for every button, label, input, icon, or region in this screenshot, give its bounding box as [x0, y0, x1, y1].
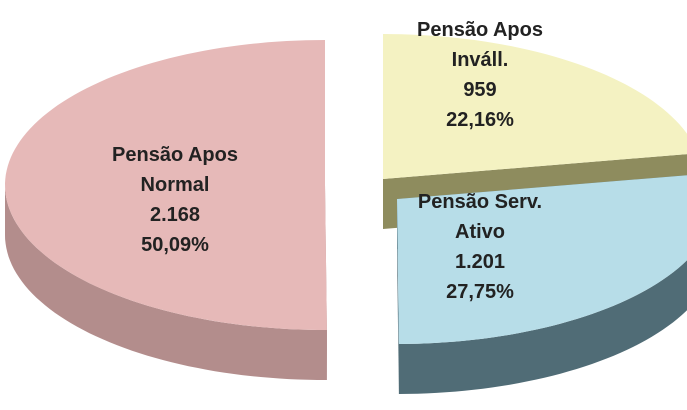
- value-label: 959: [463, 79, 497, 101]
- slice-side: [5, 185, 327, 380]
- value-label: 1.201: [454, 251, 506, 273]
- slice: [397, 175, 687, 344]
- slice-label: Pensão Apos Normal 2.168 50,09%: [90, 140, 260, 260]
- value-label: 2.168: [149, 204, 201, 226]
- slice-label: Pensão Serv. Ativo 1.201 27,75%: [395, 187, 565, 307]
- category-label: Pensão Serv. Ativo: [417, 191, 543, 243]
- percent-label: 22,16%: [446, 109, 514, 131]
- percent-label: 50,09%: [141, 234, 209, 256]
- slice: [383, 34, 687, 179]
- category-label: Pensão Apos Inváll.: [417, 19, 543, 71]
- slice: [5, 40, 327, 330]
- slice-side: [398, 260, 687, 394]
- percent-label: 27,75%: [446, 281, 514, 303]
- slice-cut-face: [397, 199, 399, 394]
- slice-label: Pensão Apos Inváll. 959 22,16%: [395, 15, 565, 135]
- category-label: Pensão Apos Normal: [112, 144, 238, 196]
